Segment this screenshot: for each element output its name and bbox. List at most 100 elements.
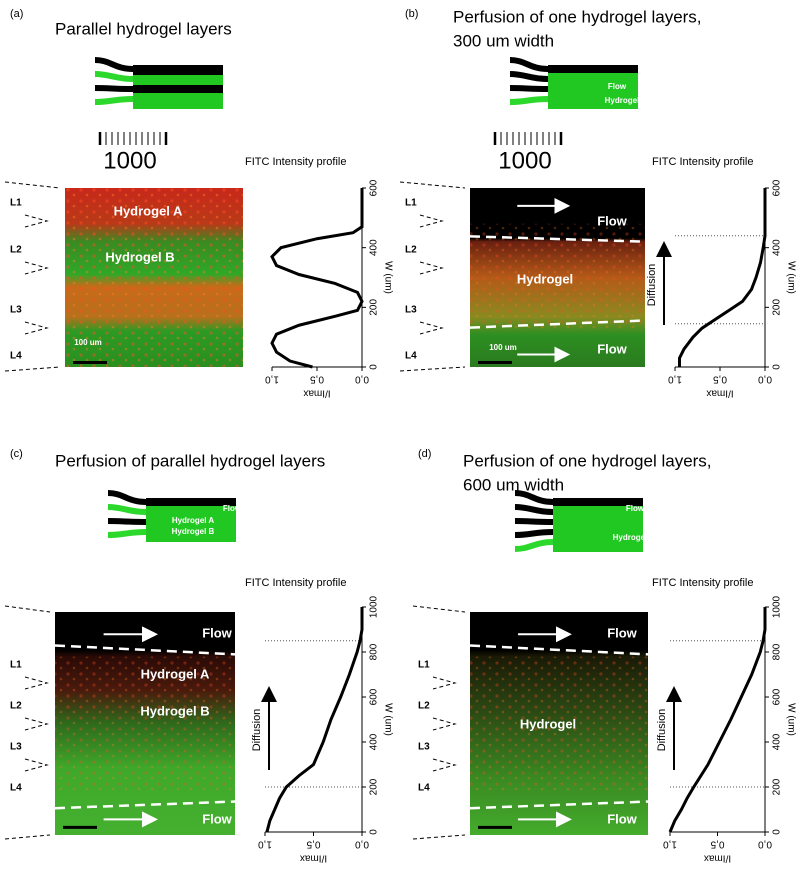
y-axis-label: W (um)	[785, 261, 796, 294]
panel-label: (a)	[10, 8, 23, 20]
diagram-label: Hydrogel B	[172, 527, 215, 536]
y-tick-label: 1000	[369, 595, 380, 618]
y-tick-label: 400	[772, 239, 783, 256]
interface-line	[469, 235, 646, 243]
layer-label: L4	[10, 783, 22, 794]
image-label: Flow	[597, 341, 627, 356]
image-label: Flow	[607, 625, 637, 640]
layer-label: L2	[10, 701, 22, 712]
inlet-channel	[509, 85, 549, 92]
panel-title: 600 um width	[463, 475, 564, 494]
panel-label: (b)	[405, 8, 418, 20]
diagram-label: Hydrogel A	[172, 516, 215, 525]
inlet-channel	[107, 518, 147, 525]
inlet-channel	[94, 57, 134, 72]
y-tick-label: 400	[772, 733, 783, 750]
x-tick-label: 0,0	[758, 838, 772, 849]
diffusion-label: Diffusion	[251, 709, 263, 752]
layer-label: L1	[418, 660, 430, 671]
main-channel-mid	[133, 85, 223, 93]
outline-dash	[432, 676, 457, 690]
layer-label: L2	[405, 245, 417, 256]
y-tick-label: 0	[369, 829, 380, 835]
inlet-channel	[514, 518, 554, 525]
x-tick-label: 0,0	[355, 373, 369, 384]
layer-label: L2	[10, 245, 22, 256]
outline-dash	[4, 366, 61, 372]
x-tick-label: 0,0	[758, 373, 772, 384]
outline-dash	[432, 758, 457, 772]
micrograph-cells	[65, 188, 243, 367]
x-axis-label: I/Imax	[303, 387, 330, 398]
image-label: Hydrogel	[517, 271, 573, 286]
diffusion-label: Diffusion	[656, 709, 668, 752]
channel-diagram	[107, 490, 236, 542]
micrograph-cells	[470, 656, 648, 791]
inlet-channel	[107, 504, 147, 515]
y-tick-label: 1000	[772, 595, 783, 618]
y-tick-label: 600	[369, 688, 380, 705]
main-channel	[146, 500, 236, 542]
x-axis-label: I/Imax	[704, 852, 731, 863]
outline-dash	[24, 321, 49, 335]
inlet-channel	[514, 490, 554, 505]
inlet-channel	[94, 71, 134, 82]
y-tick-label: 0	[772, 829, 783, 835]
inlet-channel	[514, 529, 554, 538]
x-axis-label: I/Imax	[300, 852, 327, 863]
outline-dash	[4, 834, 51, 840]
main-channel	[548, 67, 638, 109]
panel-title: Perfusion of one hydrogel layers,	[453, 7, 702, 26]
y-tick-label: 0	[772, 364, 783, 370]
x-axis-label: I/Imax	[706, 387, 733, 398]
layer-label: L2	[418, 701, 430, 712]
image-label: 100 um	[74, 338, 102, 347]
y-tick-label: 200	[369, 778, 380, 795]
outline-dash	[412, 605, 466, 613]
y-tick-label: 200	[369, 299, 380, 316]
channel-diagram	[514, 490, 643, 552]
channel-diagram	[94, 57, 223, 109]
y-axis-label: W (um)	[382, 261, 393, 294]
layer-label: L4	[405, 351, 417, 362]
x-tick-label: 0,5	[713, 373, 727, 384]
inlet-channel	[514, 504, 554, 515]
outline-dash	[412, 834, 466, 840]
image-label: Hydrogel B	[140, 703, 209, 718]
scale-label: 1000	[498, 147, 551, 174]
outline-dash	[24, 261, 49, 275]
chart-title: FITC Intensity profile	[652, 577, 753, 589]
interface-line	[469, 644, 649, 656]
layer-label: L1	[10, 660, 22, 671]
inlet-channel	[509, 71, 549, 82]
interface-line	[54, 800, 236, 810]
y-tick-label: 600	[772, 179, 783, 196]
outline-dash	[24, 214, 49, 228]
interface-line	[469, 319, 646, 329]
outline-dash	[4, 605, 51, 613]
layer-label: L1	[10, 198, 22, 209]
x-tick-label: 1,0	[668, 373, 682, 384]
y-tick-label: 0	[369, 364, 380, 370]
diagram-label: Flow	[608, 82, 627, 91]
main-channel-top	[146, 498, 236, 506]
diffusion-label: Diffusion	[646, 264, 658, 307]
y-tick-label: 800	[772, 643, 783, 660]
panel-title: 300 um width	[453, 31, 554, 50]
x-tick-label: 1,0	[663, 838, 677, 849]
scale-label: 1000	[103, 147, 156, 174]
diagram-label: Hydrogel	[605, 96, 640, 105]
outline-dash	[399, 181, 466, 189]
image-label: Hydrogel A	[141, 666, 210, 681]
outline-dash	[399, 366, 466, 372]
x-tick-label: 0,5	[710, 838, 724, 849]
layer-label: L3	[10, 305, 22, 316]
main-channel-top	[548, 65, 638, 73]
x-tick-label: 0,5	[310, 373, 324, 384]
x-tick-label: 1,0	[265, 373, 279, 384]
main-channel-top	[133, 65, 223, 75]
y-tick-label: 600	[772, 688, 783, 705]
inlet-channel	[94, 85, 134, 92]
main-channel-top	[553, 498, 643, 506]
